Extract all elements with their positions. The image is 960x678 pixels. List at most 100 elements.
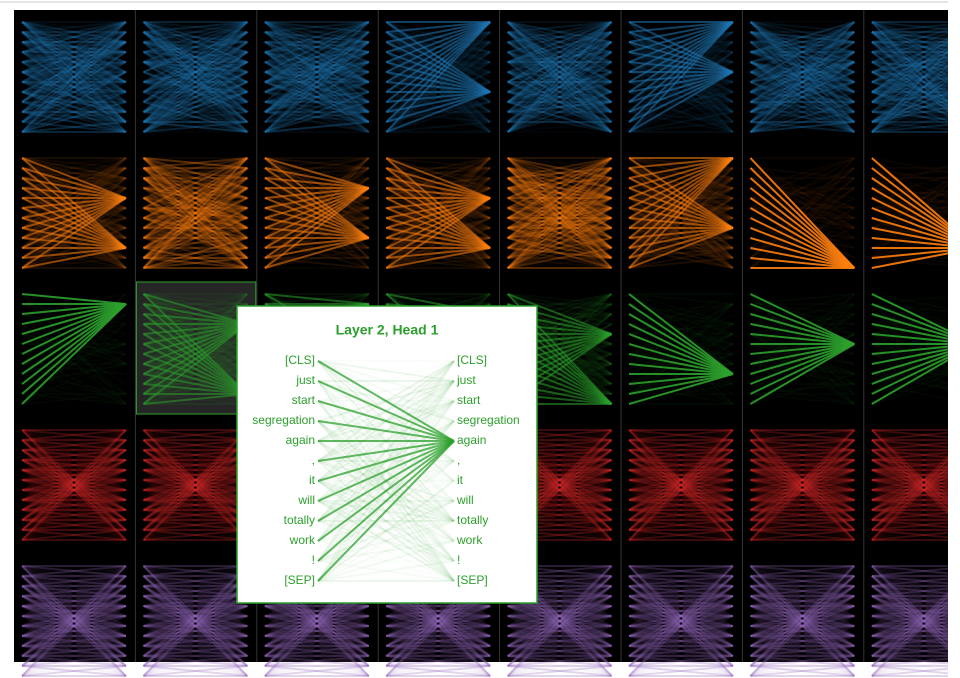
attention-line (142, 565, 249, 677)
attention-line (21, 575, 127, 657)
head-thumbnail[interactable] (744, 148, 861, 274)
attention-line (143, 177, 248, 199)
attention-line (21, 21, 127, 83)
attention-line (628, 565, 734, 677)
attention-line (143, 21, 248, 53)
attention-line (21, 101, 127, 133)
attention-line (21, 429, 127, 521)
head-thumbnail[interactable] (502, 12, 619, 138)
head-thumbnail[interactable] (744, 556, 861, 678)
attention-line (143, 489, 248, 521)
head-thumbnail[interactable] (259, 148, 376, 274)
attention-line (628, 625, 734, 637)
attention-line (142, 605, 248, 667)
attention-line (142, 313, 248, 375)
attention-line (142, 207, 248, 259)
attention-line (143, 197, 248, 229)
head-thumbnail[interactable] (744, 284, 861, 410)
attention-line (749, 333, 855, 405)
attention-line (143, 207, 248, 239)
attention-line (628, 565, 734, 617)
attention-line (749, 429, 856, 521)
attention-line (750, 449, 855, 471)
attention-line (142, 71, 248, 133)
attention-line (750, 91, 855, 133)
attention-line (142, 61, 248, 133)
head-thumbnail[interactable] (380, 148, 497, 274)
head-thumbnail[interactable] (623, 556, 740, 678)
attention-line (142, 429, 248, 491)
attention-line (142, 595, 249, 677)
head-thumbnail[interactable] (623, 12, 740, 138)
attention-line (142, 575, 249, 657)
head-thumbnail[interactable] (866, 556, 960, 678)
head-thumbnail[interactable] (135, 281, 257, 415)
head-thumbnail[interactable] (502, 148, 619, 274)
head-thumbnail[interactable] (380, 12, 497, 138)
attention-line (628, 439, 734, 531)
head-thumbnail[interactable] (16, 12, 133, 138)
attention-line (264, 31, 370, 93)
head-thumbnail[interactable] (744, 420, 861, 546)
attention-line (264, 207, 370, 259)
attention-line (628, 575, 734, 587)
attention-line (507, 635, 612, 677)
attention-line (21, 645, 127, 657)
attention-line (21, 303, 127, 405)
head-thumbnail[interactable] (866, 148, 960, 274)
attention-line (264, 101, 369, 123)
attention-line (386, 167, 491, 179)
attention-line (750, 469, 855, 511)
attention-line (143, 479, 248, 501)
attention-line (143, 111, 248, 133)
attention-line (143, 489, 248, 511)
attention-line (628, 61, 734, 103)
head-thumbnail[interactable] (16, 420, 133, 546)
attention-line (507, 41, 612, 73)
head-thumbnail[interactable] (623, 420, 740, 546)
attention-line (21, 469, 127, 491)
head-thumbnail[interactable] (744, 12, 861, 138)
attention-line (750, 439, 855, 451)
head-thumbnail[interactable] (137, 556, 254, 678)
attention-line (385, 605, 491, 667)
attention-line (749, 197, 855, 269)
head-thumbnail[interactable] (16, 148, 133, 274)
attention-line (750, 489, 855, 521)
attention-line (143, 101, 248, 133)
attention-line (506, 51, 613, 133)
attention-line (264, 51, 369, 63)
attention-line (749, 313, 855, 385)
attention-line (21, 479, 127, 501)
attention-line (628, 469, 734, 481)
attention-line (749, 21, 856, 123)
head-thumbnail[interactable] (16, 284, 133, 410)
attention-line (21, 575, 127, 587)
attention-line (21, 459, 127, 481)
attention-line (21, 21, 127, 53)
head-thumbnail[interactable] (866, 12, 960, 138)
head-thumbnail[interactable] (866, 420, 960, 546)
attention-line (749, 449, 856, 541)
head-thumbnail[interactable] (259, 12, 376, 138)
attention-line (750, 459, 855, 491)
attention-line (507, 207, 612, 229)
attention-line (385, 51, 491, 113)
attention-line (749, 449, 855, 501)
head-thumbnail[interactable] (16, 556, 133, 678)
attention-line (21, 585, 127, 657)
attention-line (628, 449, 734, 541)
attention-line (21, 71, 127, 103)
attention-line (507, 605, 612, 637)
attention-line (21, 449, 127, 541)
head-thumbnail[interactable] (623, 284, 740, 410)
head-thumbnail[interactable] (866, 284, 960, 410)
head-thumbnail[interactable] (137, 12, 254, 138)
attention-line (264, 41, 369, 63)
attention-line (628, 323, 734, 335)
head-thumbnail[interactable] (623, 148, 740, 274)
attention-line (750, 439, 855, 451)
attention-line (386, 121, 491, 133)
head-thumbnail[interactable] (137, 420, 254, 546)
head-thumbnail[interactable] (137, 148, 254, 274)
